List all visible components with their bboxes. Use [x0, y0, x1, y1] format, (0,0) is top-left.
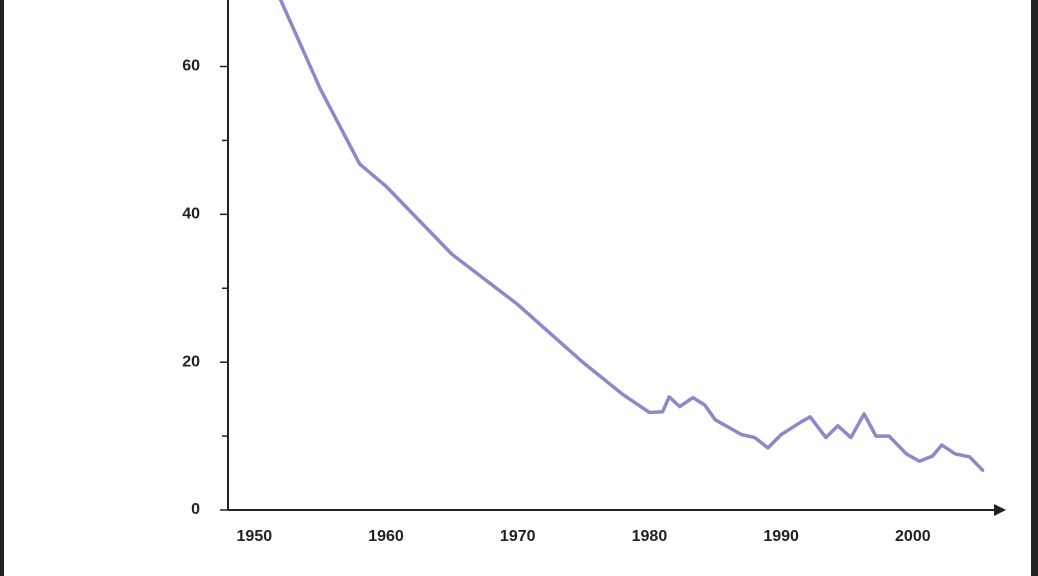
- y-tick-label: 20: [182, 353, 200, 370]
- y-tick-label: 40: [182, 206, 200, 223]
- x-axis-arrow: [994, 504, 1006, 516]
- frame-left: [0, 0, 4, 576]
- x-tick-label: 1990: [763, 528, 799, 545]
- x-tick-label: 1960: [368, 528, 404, 545]
- y-tick-label: 0: [191, 501, 200, 518]
- data-line: [278, 0, 985, 472]
- x-tick-label: 1950: [237, 528, 273, 545]
- y-tick-label: 60: [182, 58, 200, 75]
- x-tick-label: 1980: [632, 528, 668, 545]
- x-tick-label: 1970: [500, 528, 536, 545]
- frame-right: [1031, 0, 1038, 576]
- x-tick-label: 2000: [895, 528, 931, 545]
